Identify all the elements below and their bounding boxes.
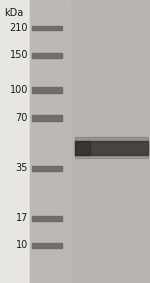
Bar: [32, 26, 62, 30]
Text: 150: 150: [9, 50, 28, 60]
Bar: [32, 87, 62, 93]
Text: kDa: kDa: [4, 8, 24, 18]
Bar: [75, 141, 148, 155]
Text: 70: 70: [16, 113, 28, 123]
Text: 210: 210: [9, 23, 28, 33]
Bar: [32, 115, 62, 121]
Bar: [75, 154, 148, 158]
Bar: [32, 215, 62, 220]
Bar: [30, 0, 150, 283]
Text: 17: 17: [16, 213, 28, 223]
Bar: [75, 141, 90, 155]
Bar: [30, 0, 70, 283]
Bar: [32, 166, 62, 170]
Bar: [32, 243, 62, 248]
Bar: [32, 53, 62, 57]
Text: 10: 10: [16, 240, 28, 250]
Bar: [75, 137, 148, 142]
Text: 100: 100: [10, 85, 28, 95]
Text: 35: 35: [16, 163, 28, 173]
